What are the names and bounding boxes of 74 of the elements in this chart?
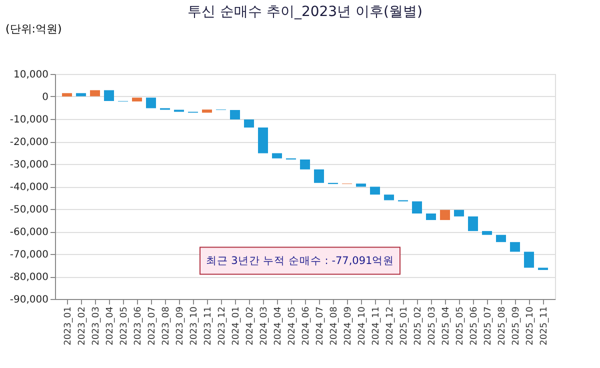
x-tick-label: 2023_07 xyxy=(148,306,158,346)
x-tick-label: 2024_05 xyxy=(288,306,298,346)
bar xyxy=(272,153,282,158)
x-tick-label: 2024_06 xyxy=(302,306,312,346)
y-tick-label: -40,000 xyxy=(10,182,48,193)
x-tick-label: 2024_12 xyxy=(386,306,396,346)
x-tick-label: 2024_08 xyxy=(330,306,340,346)
bar xyxy=(314,169,324,183)
x-tick-label: 2024_02 xyxy=(246,306,256,346)
y-tick-label: -60,000 xyxy=(10,227,48,238)
y-tick-label: -10,000 xyxy=(10,114,48,126)
x-tick-label: 2025_03 xyxy=(428,306,438,346)
bar xyxy=(146,98,156,108)
x-tick-label: 2023_10 xyxy=(190,306,200,346)
x-tick-label: 2025_06 xyxy=(470,306,480,346)
bar xyxy=(412,201,422,214)
bar xyxy=(468,216,478,232)
y-axis-title: (단위:억원) xyxy=(6,22,62,36)
x-tick-label: 2025_02 xyxy=(414,306,424,346)
bar xyxy=(76,93,86,96)
bar xyxy=(426,214,436,220)
y-tick-label: -80,000 xyxy=(10,272,48,283)
bar xyxy=(258,128,268,154)
x-tick-label: 2023_11 xyxy=(204,306,214,346)
y-tick-label: -20,000 xyxy=(10,137,48,148)
x-tick-label: 2025_10 xyxy=(526,306,536,346)
x-tick-label: 2023_08 xyxy=(162,306,172,346)
x-tick-label: 2024_07 xyxy=(316,306,326,346)
bar xyxy=(510,242,520,252)
bar xyxy=(62,93,72,96)
x-tick-label: 2023_01 xyxy=(64,306,74,346)
bar xyxy=(90,90,100,96)
annotation: 최근 3년간 누적 순매수 : -77,091억원 xyxy=(206,254,394,267)
y-tick-label: -50,000 xyxy=(10,204,48,216)
bar xyxy=(454,210,464,216)
bar xyxy=(482,231,492,235)
bar xyxy=(300,160,310,170)
bar xyxy=(230,110,240,120)
x-tick-label: 2025_05 xyxy=(456,306,466,346)
x-tick-label: 2023_05 xyxy=(120,306,130,346)
x-tick-label: 2024_10 xyxy=(358,306,368,346)
y-tick-label: 10,000 xyxy=(14,70,48,80)
y-tick-label: -90,000 xyxy=(10,294,48,306)
bar xyxy=(104,90,114,101)
x-tick-label: 2024_04 xyxy=(274,306,284,346)
x-tick-label: 2023_09 xyxy=(176,306,186,346)
x-tick-label: 2023_06 xyxy=(134,306,144,346)
y-tick-label: -70,000 xyxy=(10,250,48,260)
x-tick-label: 2024_09 xyxy=(344,306,354,346)
x-tick-label: 2025_01 xyxy=(400,306,410,346)
bar xyxy=(370,186,380,195)
x-tick-label: 2023_04 xyxy=(106,306,116,346)
x-tick-label: 2025_09 xyxy=(512,306,522,346)
x-tick-label: 2024_03 xyxy=(260,306,270,346)
bar xyxy=(384,194,394,200)
x-tick-label: 2025_04 xyxy=(442,306,452,346)
x-tick-label: 2023_12 xyxy=(218,306,228,346)
x-tick-label: 2023_03 xyxy=(92,306,102,346)
bar xyxy=(244,119,254,128)
x-tick-label: 2023_02 xyxy=(78,306,88,346)
bar xyxy=(524,252,534,268)
chart-title: 투신 순매수 추이_2023년 이후(월별) xyxy=(188,4,422,20)
bar xyxy=(440,210,450,220)
y-tick-label: -30,000 xyxy=(10,160,48,170)
x-tick-label: 2025_11 xyxy=(540,306,550,346)
bar xyxy=(202,110,212,113)
x-tick-label: 2025_07 xyxy=(484,306,494,346)
bar xyxy=(132,98,142,102)
bar xyxy=(356,184,366,187)
y-tick-label: 0 xyxy=(42,92,48,103)
x-tick-label: 2025_08 xyxy=(498,306,508,346)
bar xyxy=(496,234,506,242)
x-tick-label: 2024_01 xyxy=(232,306,242,346)
x-tick-label: 2024_11 xyxy=(372,306,382,346)
